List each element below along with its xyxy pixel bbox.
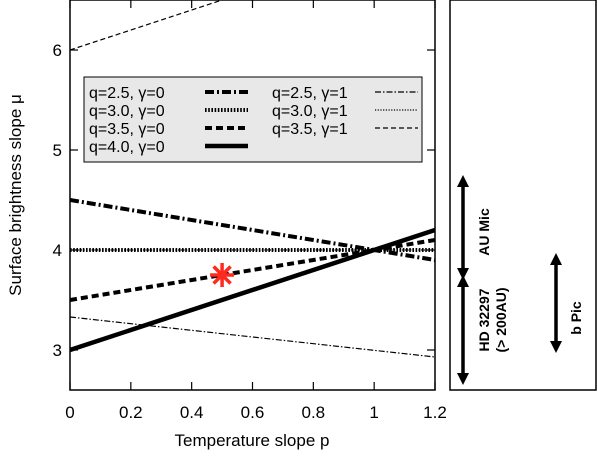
legend-label: q=4.0, γ=0 — [89, 139, 165, 156]
series-line — [70, 227, 435, 353]
legend-label: q=3.0, γ=0 — [89, 103, 165, 120]
range-label-hd32297-note: (> 200AU) — [493, 288, 509, 353]
legend-box — [83, 76, 423, 163]
x-tick-label: 1 — [369, 403, 378, 422]
x-tick-label: 1.2 — [423, 403, 447, 422]
x-tick-label: 0.4 — [180, 403, 204, 422]
legend-label: q=2.5, γ=1 — [272, 85, 348, 102]
x-tick-label: 0 — [65, 403, 74, 422]
legend-label: q=2.5, γ=0 — [89, 85, 165, 102]
right-panel-frame — [449, 0, 597, 391]
y-tick-label: 5 — [53, 141, 62, 160]
y-tick-label: 3 — [53, 341, 62, 360]
y-axis-label: Surface brightness slope μ — [6, 94, 25, 296]
series-line — [70, 316, 435, 358]
range-arrow-head — [457, 373, 469, 385]
range-label-au-mic: AU Mic — [476, 208, 492, 256]
object-ranges — [457, 175, 562, 385]
x-tick-labels: 0 0.2 0.4 0.6 0.8 1 1.2 — [65, 403, 447, 422]
y-tick-label: 4 — [53, 241, 62, 260]
legend-label: q=3.0, γ=1 — [272, 103, 348, 120]
range-label-hd32297: HD 32297 — [476, 288, 492, 351]
series-lines — [70, 0, 435, 358]
legend: q=2.5, γ=0 q=3.0, γ=0 q=3.5, γ=0 q=4.0, … — [83, 76, 423, 163]
x-tick-label: 0.8 — [302, 403, 326, 422]
x-axis-label: Temperature slope p — [175, 431, 330, 450]
range-arrow-head — [457, 268, 469, 280]
axis-ticks — [69, 0, 436, 390]
range-arrow-head — [550, 253, 562, 265]
legend-label: q=3.5, γ=0 — [89, 121, 165, 138]
range-arrow-head — [550, 341, 562, 353]
x-tick-label: 0.6 — [241, 403, 265, 422]
series-line — [70, 0, 225, 51]
range-arrow-head — [457, 175, 469, 187]
legend-label: q=3.5, γ=1 — [272, 121, 348, 138]
y-tick-label: 6 — [53, 41, 62, 60]
data-marker — [210, 263, 235, 287]
marker-stroke — [212, 265, 232, 285]
range-arrow-head — [457, 275, 469, 287]
x-tick-label: 0.2 — [119, 403, 143, 422]
y-tick-labels: 3 4 5 6 — [53, 41, 62, 360]
range-label-b-pic: b Pic — [568, 301, 584, 335]
